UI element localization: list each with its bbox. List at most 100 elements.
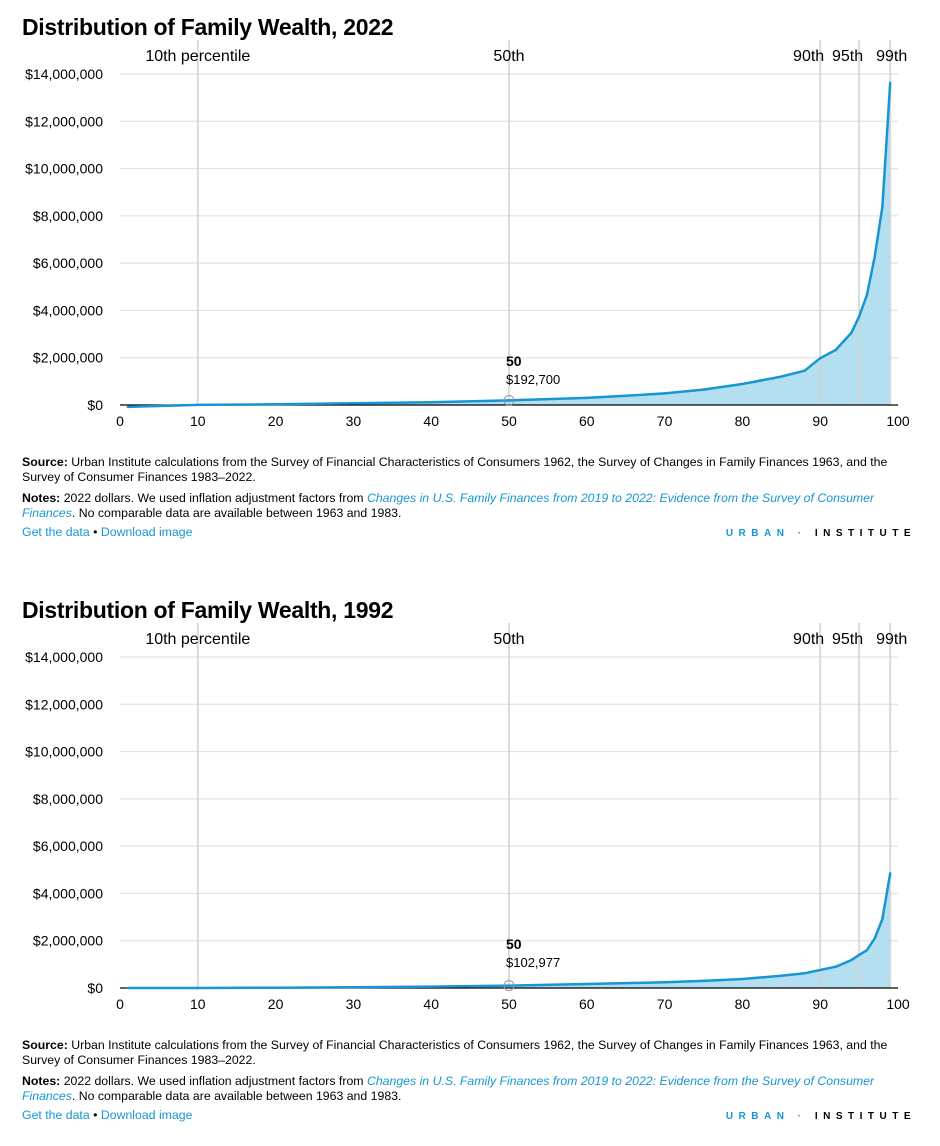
x-tick-label: 50 bbox=[501, 996, 517, 1012]
source-label: Source: bbox=[22, 1038, 68, 1052]
data-point bbox=[274, 403, 277, 406]
x-tick-label: 40 bbox=[423, 996, 439, 1012]
x-tick-label: 70 bbox=[657, 996, 673, 1012]
y-tick-label: $8,000,000 bbox=[33, 791, 103, 807]
data-point bbox=[803, 972, 806, 975]
x-tick-label: 100 bbox=[886, 996, 910, 1012]
urban-institute-logo: URBAN · INSTITUTE bbox=[726, 528, 916, 539]
download-image-link[interactable]: Download image bbox=[100, 1108, 193, 1122]
y-tick-label: $8,000,000 bbox=[33, 208, 103, 224]
report-link[interactable]: Changes in U.S. Family Finances from 201… bbox=[22, 491, 875, 520]
logo-urban: URBAN bbox=[725, 528, 790, 539]
annotation-value: $102,977 bbox=[506, 955, 560, 970]
annotation-label: 50 bbox=[506, 353, 522, 369]
notes-text-end: . No comparable data are available betwe… bbox=[71, 506, 402, 520]
percentile-label: 99th bbox=[876, 631, 907, 648]
logo-sep: · bbox=[797, 528, 807, 539]
x-tick-label: 70 bbox=[657, 413, 673, 429]
data-point bbox=[507, 399, 511, 402]
y-tick-label: $6,000,000 bbox=[33, 838, 103, 854]
y-tick-label: $0 bbox=[87, 980, 103, 996]
notes-label: Notes: bbox=[22, 1074, 61, 1088]
x-tick-label: 40 bbox=[423, 413, 439, 429]
wealth-chart-1992: $0 $2,000,000 $4,000,000 $6,000,000 $8,000,0… bbox=[25, 623, 910, 1012]
annotation-label: 50 bbox=[506, 936, 522, 952]
chart-block-2022: Distribution of Family Wealth, 2022 $0 $2… bbox=[22, 14, 917, 540]
chart-title: Distribution of Family Wealth, 1992 bbox=[22, 597, 394, 623]
source-note: Source: Urban Institute calculations fro… bbox=[22, 455, 917, 485]
bullet-separator: • bbox=[93, 525, 98, 539]
y-tick-label: $4,000,000 bbox=[33, 885, 103, 901]
get-data-link[interactable]: Get the data bbox=[22, 525, 90, 539]
footer-links: Get the data • Download image bbox=[22, 525, 917, 540]
data-point bbox=[865, 293, 869, 297]
bullet-separator: • bbox=[93, 1108, 98, 1122]
data-point bbox=[507, 984, 511, 987]
urban-institute-logo: URBAN · INSTITUTE bbox=[726, 1111, 916, 1122]
chart-title: Distribution of Family Wealth, 2022 bbox=[22, 14, 394, 40]
annotation-value: $192,700 bbox=[506, 372, 560, 387]
data-point bbox=[803, 369, 806, 372]
x-tick-label: 90 bbox=[812, 413, 828, 429]
download-image-link[interactable]: Download image bbox=[100, 525, 193, 539]
data-point bbox=[430, 400, 433, 404]
x-tick-label: 80 bbox=[735, 996, 751, 1012]
data-point bbox=[274, 986, 277, 989]
data-point bbox=[196, 403, 199, 407]
data-point bbox=[881, 205, 884, 208]
x-tick-label: 80 bbox=[735, 413, 751, 429]
data-point bbox=[352, 402, 355, 405]
report-link[interactable]: Changes in U.S. Family Finances from 201… bbox=[22, 1074, 875, 1103]
percentile-label: 50th bbox=[493, 631, 524, 648]
wealth-area bbox=[127, 82, 891, 407]
data-point bbox=[352, 986, 355, 989]
y-tick-label: $10,000,000 bbox=[25, 161, 103, 177]
notes-text: 2022 dollars. We used inflation adjustme… bbox=[63, 491, 367, 505]
source-text: Urban Institute calculations from the Su… bbox=[22, 1038, 888, 1067]
y-tick-label: $6,000,000 bbox=[33, 255, 103, 271]
percentile-label: 90th bbox=[793, 48, 824, 65]
x-tick-label: 90 bbox=[812, 996, 828, 1012]
percentile-label: 10th percentile bbox=[145, 48, 250, 65]
wealth-area bbox=[127, 873, 891, 988]
x-tick-label: 60 bbox=[579, 413, 595, 429]
percentile-label: 50th bbox=[493, 48, 524, 65]
x-tick-label: 30 bbox=[346, 413, 362, 429]
x-tick-label: 10 bbox=[190, 996, 206, 1012]
data-point bbox=[834, 348, 837, 352]
data-point bbox=[865, 948, 869, 952]
y-tick-label: $12,000,000 bbox=[25, 696, 103, 712]
data-point bbox=[873, 255, 876, 258]
y-tick-label: $14,000,000 bbox=[25, 66, 103, 82]
y-tick-label: $2,000,000 bbox=[33, 933, 103, 949]
x-tick-label: 0 bbox=[116, 413, 124, 429]
data-point bbox=[834, 965, 837, 968]
data-point bbox=[889, 81, 892, 84]
footer-links: Get the data • Download image bbox=[22, 1108, 917, 1123]
get-data-link[interactable]: Get the data bbox=[22, 1108, 90, 1122]
data-point bbox=[741, 977, 744, 981]
logo-institute: INSTITUTE bbox=[814, 1111, 916, 1122]
data-point bbox=[663, 981, 666, 984]
y-tick-label: $2,000,000 bbox=[33, 350, 103, 366]
percentile-label: 10th percentile bbox=[145, 631, 250, 648]
data-point bbox=[663, 392, 666, 395]
y-tick-label: $10,000,000 bbox=[25, 744, 103, 760]
data-point bbox=[585, 396, 588, 400]
data-point bbox=[873, 937, 876, 940]
data-point bbox=[702, 979, 705, 983]
logo-urban: URBAN bbox=[725, 1111, 790, 1122]
notes-text: 2022 dollars. We used inflation adjustme… bbox=[63, 1074, 367, 1088]
data-point bbox=[126, 986, 129, 990]
data-point bbox=[889, 872, 892, 875]
notes: Notes: 2022 dollars. We used inflation a… bbox=[22, 491, 917, 521]
data-point bbox=[624, 394, 627, 397]
notes-text-end: . No comparable data are available betwe… bbox=[71, 1089, 402, 1103]
logo-institute: INSTITUTE bbox=[814, 528, 916, 539]
data-point bbox=[780, 974, 783, 977]
x-tick-label: 60 bbox=[579, 996, 595, 1012]
notes-label: Notes: bbox=[22, 491, 61, 505]
data-point bbox=[819, 356, 822, 360]
percentile-label: 90th bbox=[793, 631, 824, 648]
data-point bbox=[196, 986, 199, 990]
